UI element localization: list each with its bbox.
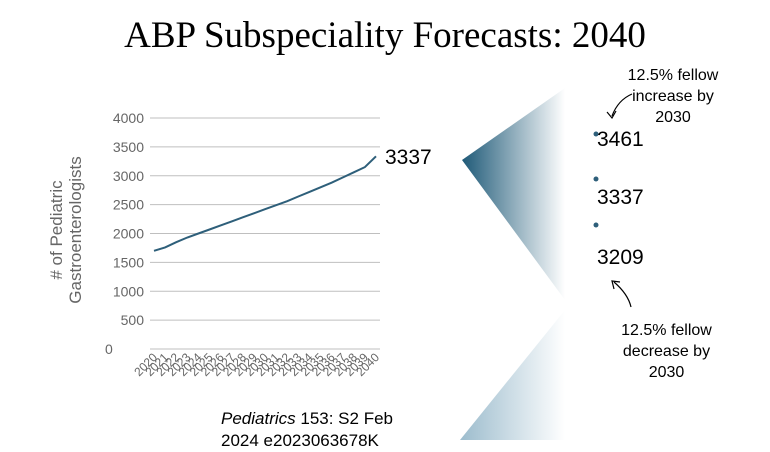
decrease-note-line: 2030 <box>648 364 685 381</box>
increase-note-line: 12.5% fellow <box>627 67 719 84</box>
decrease-note-line: decrease by <box>622 343 711 360</box>
decrease-note-line: 12.5% fellow <box>621 322 712 339</box>
y-tick-label: 500 <box>121 312 145 328</box>
scenario-high-value: 3461 <box>597 128 644 151</box>
series-line <box>153 155 377 252</box>
y-tick-label: 2000 <box>113 226 144 242</box>
scenario-base-value: 3337 <box>597 186 644 209</box>
arrow-increase-head <box>606 110 617 120</box>
y-tick-label: 2500 <box>113 197 144 213</box>
y-tick-label: 3000 <box>113 168 144 184</box>
decrease-note: 12.5% fellow decrease by 2030 <box>604 320 729 383</box>
arrow-increase <box>611 93 633 117</box>
line-end-label: 3337 <box>385 146 432 169</box>
scenario-dot-low <box>593 222 599 228</box>
citation-line-2: 2024 e2023063678K <box>221 431 379 450</box>
y-axis-label: # of Pediatric Gastroenterologists <box>47 156 85 304</box>
increase-note: 12.5% fellow increase by 2030 <box>618 65 728 128</box>
scenario-dot-high <box>593 131 599 137</box>
scenario-dot-base <box>593 176 599 182</box>
y-tick-label: 0 <box>105 341 113 357</box>
scenario-low-value: 3209 <box>597 246 644 269</box>
citation-journal: Pediatrics <box>221 409 296 428</box>
slide-title: ABP Subspeciality Forecasts: 2040 <box>124 15 646 56</box>
citation: Pediatrics 153: S2 Feb 2024 e2023063678K <box>221 408 461 452</box>
y-tick-label: 1000 <box>113 283 144 299</box>
y-tick-label: 1500 <box>113 254 144 270</box>
citation-volume: 153: S2 Feb <box>295 409 393 428</box>
zoom-wedge <box>462 88 565 300</box>
arrow-decrease-head <box>611 280 621 290</box>
y-tick-label: 3500 <box>113 139 144 155</box>
citation-line-1: Pediatrics 153: S2 Feb <box>221 408 461 430</box>
y-tick-label: 4000 <box>113 110 144 126</box>
increase-note-line: 2030 <box>655 109 691 126</box>
zoom-wedge-lower <box>460 310 565 440</box>
arrow-decrease <box>613 281 632 308</box>
increase-note-line: increase by <box>632 88 714 105</box>
